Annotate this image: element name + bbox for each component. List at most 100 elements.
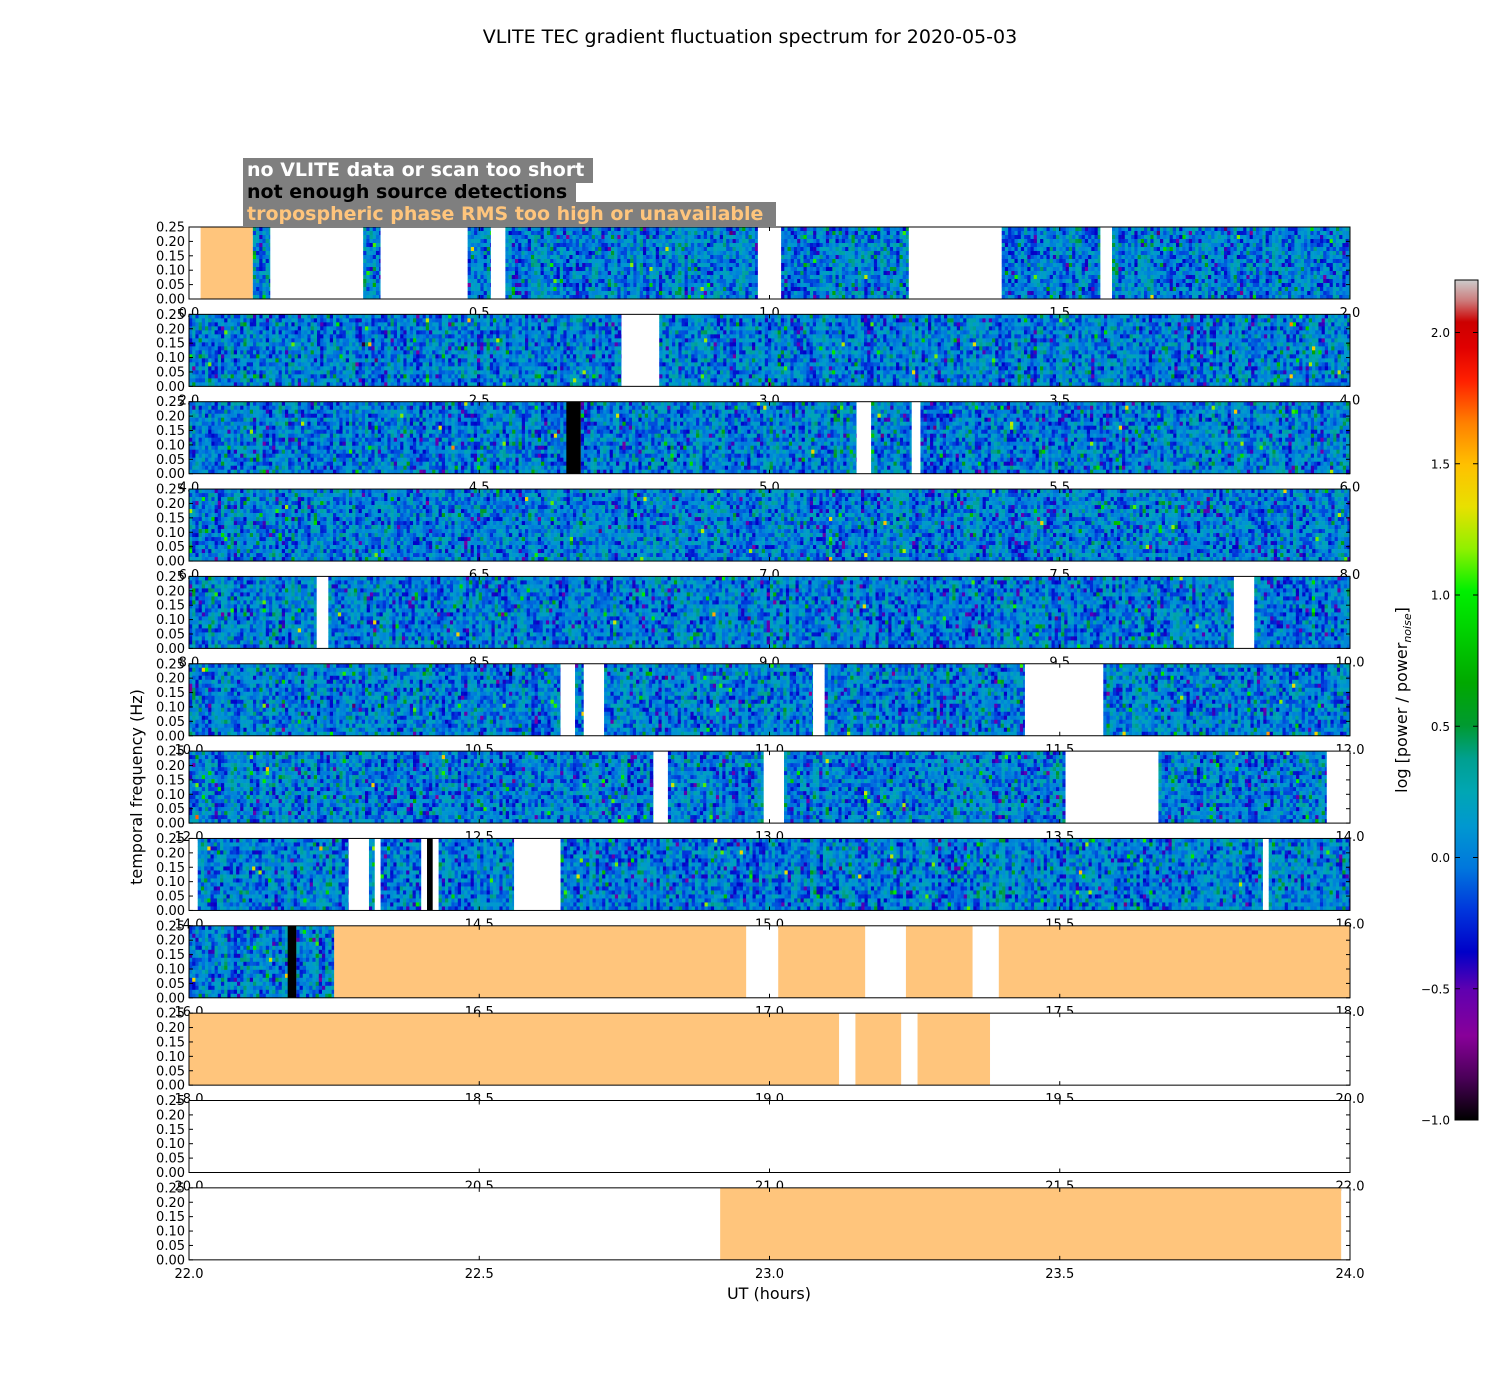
spectrum-cell <box>826 255 830 259</box>
spectrum-cell <box>826 287 830 291</box>
spectrum-cell <box>864 287 868 291</box>
spectrum-cell <box>1082 247 1086 251</box>
spectrum-cell <box>1205 271 1209 275</box>
spectrum-cell <box>595 279 599 283</box>
spectrum-cell <box>474 227 478 231</box>
spectrum-cell <box>1144 243 1148 247</box>
spectrum-cell <box>1157 283 1161 287</box>
spectrum-cell <box>1066 243 1070 247</box>
spectrum-cell <box>637 243 641 247</box>
spectrum-cell <box>845 243 849 247</box>
spectrum-cell <box>845 271 849 275</box>
spectrum-cell <box>691 235 695 239</box>
spectrum-cell <box>1112 227 1116 231</box>
spectrum-cell <box>477 279 481 283</box>
spectrum-cell <box>691 275 695 279</box>
spectrum-cell <box>653 235 657 239</box>
spectrum-cell <box>1179 251 1183 255</box>
spectrum-cell <box>1134 227 1138 231</box>
spectrum-cell <box>598 231 602 235</box>
spectrum-cell <box>697 271 701 275</box>
spectrum-cell <box>791 287 795 291</box>
spectrum-cell <box>262 239 266 243</box>
spectrum-cell <box>566 263 570 267</box>
spectrum-cell <box>1063 231 1067 235</box>
spectrum-cell <box>678 235 682 239</box>
spectrum-cell <box>864 235 868 239</box>
spectrum-cell <box>1066 247 1070 251</box>
spectrum-cell <box>1227 231 1231 235</box>
spectrum-cell <box>608 231 612 235</box>
spectrum-cell <box>1134 275 1138 279</box>
spectrum-cell <box>1043 267 1047 271</box>
spectrum-cell <box>868 227 872 231</box>
spectrum-cell <box>621 275 625 279</box>
spectrum-cell <box>1163 271 1167 275</box>
spectrum-cell <box>1050 275 1054 279</box>
spectrum-cell <box>1227 259 1231 263</box>
spectrum-cell <box>839 267 843 271</box>
spectrum-cell <box>742 255 746 259</box>
spectrum-cell <box>720 275 724 279</box>
spectrum-cell <box>547 227 551 231</box>
spectrum-cell <box>505 275 509 279</box>
spectrum-cell <box>1098 251 1101 255</box>
spectrum-cell <box>370 247 374 251</box>
spectrum-cell <box>621 227 625 231</box>
spectrum-cell <box>874 263 878 267</box>
spectrum-cell <box>541 267 545 271</box>
spectrum-cell <box>710 239 714 243</box>
spectrum-cell <box>608 235 612 239</box>
spectrum-cell <box>537 231 541 235</box>
spectrum-cell <box>752 267 756 271</box>
spectrum-cell <box>755 279 758 283</box>
spectrum-cell <box>1170 271 1174 275</box>
spectrum-cell <box>373 231 377 235</box>
spectrum-cell <box>518 247 522 251</box>
spectrum-cell <box>816 275 820 279</box>
spectrum-cell <box>884 247 888 251</box>
spectrum-cell <box>1024 247 1028 251</box>
spectrum-cell <box>1208 239 1212 243</box>
spectrum-cell <box>525 287 529 291</box>
spectrum-cell <box>848 263 852 267</box>
spectrum-cell <box>681 239 685 243</box>
spectrum-cell <box>484 251 488 255</box>
spectrum-cell <box>518 271 522 275</box>
spectrum-cell <box>707 231 711 235</box>
spectrum-cell <box>816 291 820 295</box>
spectrum-cell <box>579 279 583 283</box>
spectrum-cell <box>376 243 380 247</box>
spectrum-cell <box>649 227 653 231</box>
spectrum-cell <box>807 259 811 263</box>
spectrum-cell <box>1112 279 1116 283</box>
spectrum-cell <box>694 243 698 247</box>
spectrum-cell <box>1091 291 1095 295</box>
spectrum-cell <box>820 243 824 247</box>
spectrum-cell <box>839 255 843 259</box>
spectrum-cell <box>665 271 669 275</box>
spectrum-cell <box>592 267 596 271</box>
spectrum-cell <box>1079 291 1083 295</box>
spectrum-cell <box>1138 227 1142 231</box>
spectrum-cell <box>890 235 894 239</box>
spectrum-cell <box>884 227 888 231</box>
spectrum-cell <box>791 267 795 271</box>
spectrum-cell <box>864 231 868 235</box>
spectrum-cell <box>1034 251 1038 255</box>
spectrum-cell <box>1063 255 1067 259</box>
spectrum-cell <box>1098 291 1101 295</box>
spectrum-cell <box>836 235 840 239</box>
spectrum-cell <box>1186 259 1190 263</box>
spectrum-cell <box>1128 283 1132 287</box>
spectrum-cell <box>630 271 634 275</box>
spectrum-cell <box>605 255 609 259</box>
spectrum-cell <box>534 271 538 275</box>
spectrum-cell <box>1053 239 1057 243</box>
spectrum-cell <box>560 283 564 287</box>
spectrum-cell <box>566 287 570 291</box>
spectrum-cell <box>521 239 525 243</box>
spectrum-cell <box>788 291 792 295</box>
spectrum-cell <box>871 239 875 243</box>
spectrum-cell <box>813 287 817 291</box>
